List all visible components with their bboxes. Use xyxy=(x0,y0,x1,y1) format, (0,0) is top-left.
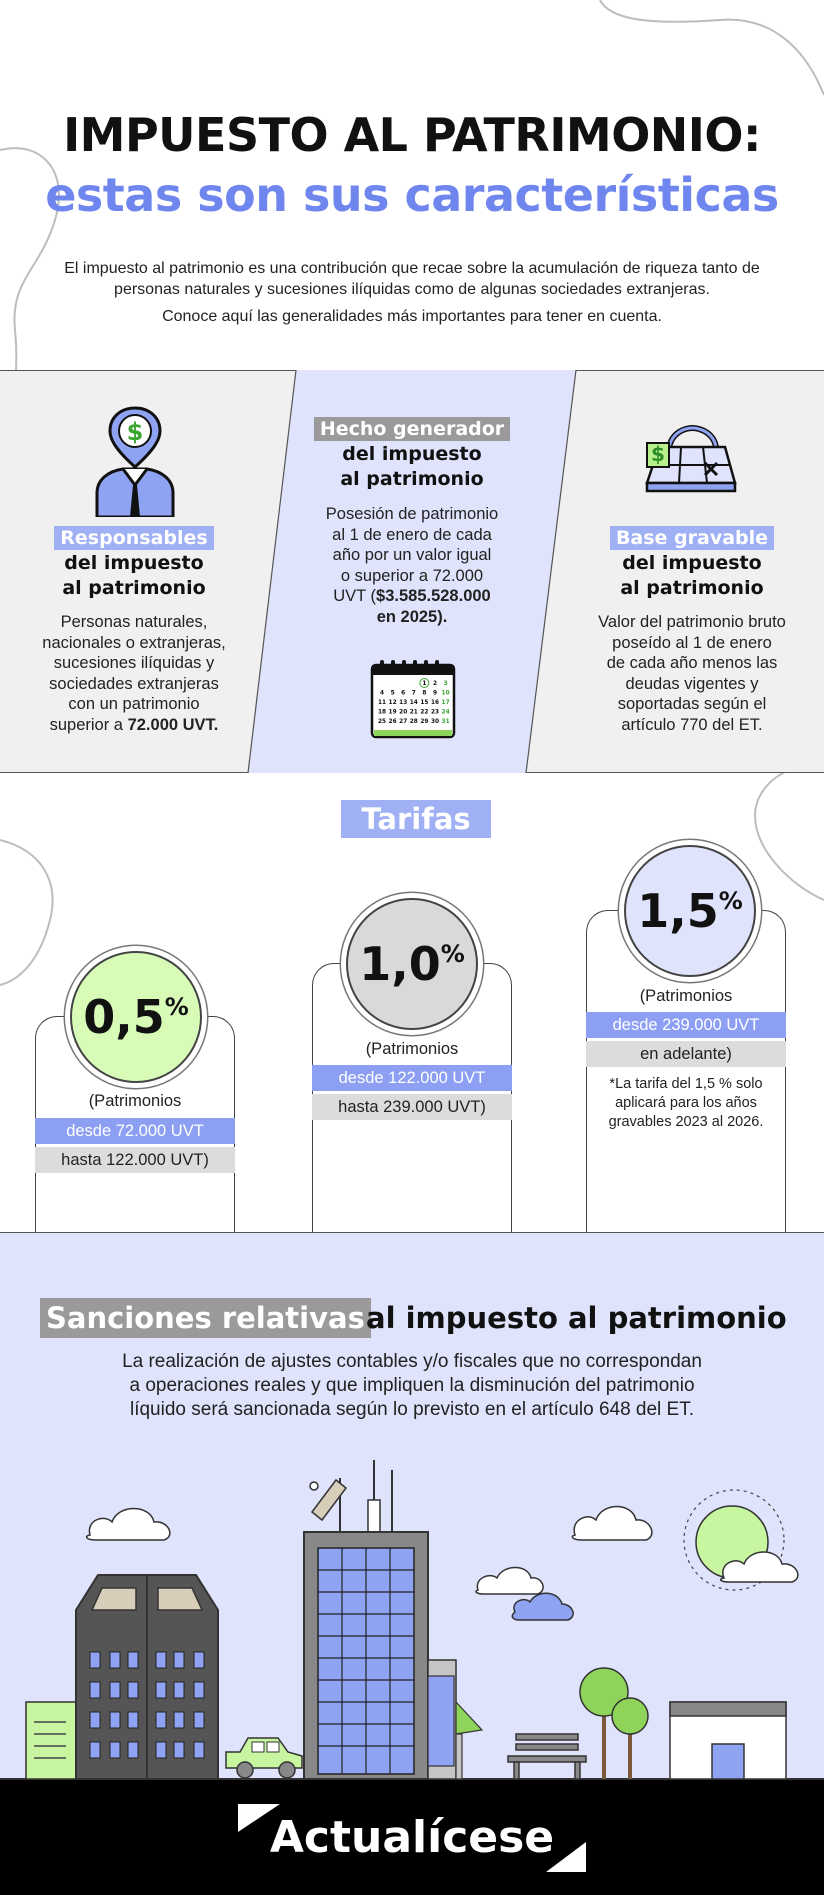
calendar-day: 4 xyxy=(380,691,384,697)
calendar-day: 26 xyxy=(389,719,397,725)
tarifa-2-line3: hasta 239.000 UVT) xyxy=(312,1094,512,1120)
page-title: IMPUESTO AL PATRIMONIO: xyxy=(63,108,761,162)
svg-text:$: $ xyxy=(651,442,665,466)
tarifa-rate-3: 1,5% xyxy=(624,845,756,977)
calendar-day: 9 xyxy=(433,691,437,697)
calendar-day: 24 xyxy=(442,710,450,716)
hecho-generador-body: Posesión de patrimonio al 1 de enero de … xyxy=(325,505,499,626)
person-dollar-icon: $ xyxy=(95,406,175,517)
calendar-day: 18 xyxy=(378,710,386,716)
calendar-day: 13 xyxy=(399,700,407,706)
calendar-day: 16 xyxy=(431,700,439,706)
tarifa-3-note: *La tarifa del 1,5 % solo aplicará para … xyxy=(608,1076,764,1130)
calendar-day: 12 xyxy=(389,700,397,706)
base-gravable-subtitle: del impuesto al patrimonio xyxy=(620,552,764,599)
calendar-day: 22 xyxy=(420,710,428,716)
base-gravable-body: Valor del patrimonio bruto poseído al 1 … xyxy=(598,613,786,734)
calendar-day: 23 xyxy=(431,710,439,716)
page-subtitle: estas son sus características xyxy=(45,168,779,222)
logo-mark-icon xyxy=(238,1804,586,1872)
base-gravable-tag: Base gravable xyxy=(609,526,775,550)
sanciones-body: La realización de ajustes contables y/o … xyxy=(122,1351,702,1420)
svg-text:$: $ xyxy=(127,418,144,446)
responsables-subtitle: del impuesto al patrimonio xyxy=(62,552,206,599)
footer xyxy=(0,1780,824,1895)
tarifa-3-line3: en adelante) xyxy=(586,1041,786,1067)
tarifas-title: Tarifas xyxy=(341,800,491,838)
tarifa-1-line2: desde 72.000 UVT xyxy=(35,1118,235,1144)
calendar-day: 28 xyxy=(410,719,418,725)
calendar-day: 8 xyxy=(422,691,426,697)
calendar-day: 20 xyxy=(399,710,407,716)
calendar-day: 10 xyxy=(442,691,450,697)
calendar-day: 6 xyxy=(401,691,405,697)
sanciones-title: al impuesto al patrimonio xyxy=(366,1301,787,1335)
hecho-generador-subtitle: del impuesto al patrimonio xyxy=(340,443,484,490)
calendar-day: 19 xyxy=(389,710,397,716)
calendar-day: 3 xyxy=(444,681,448,687)
hecho-generador-tag: Hecho generador xyxy=(313,417,511,441)
center-panel-shape xyxy=(247,370,577,773)
tarifa-3-line2: desde 239.000 UVT xyxy=(586,1012,786,1038)
intro-paragraph: El impuesto al patrimonio es una contrib… xyxy=(64,260,760,298)
responsables-body: Personas naturales, nacionales o extranj… xyxy=(42,613,226,734)
tarifa-3-line1: (Patrimonios xyxy=(639,987,733,1005)
calendar-day: 7 xyxy=(412,691,416,697)
tarifa-rate-1: 0,5% xyxy=(70,951,202,1083)
sanciones-tag: Sanciones relativas xyxy=(40,1298,371,1338)
tarifa-2-line2: desde 122.000 UVT xyxy=(312,1065,512,1091)
intro-note: Conoce aquí las generalidades más import… xyxy=(162,308,662,325)
responsables-tag: Responsables xyxy=(54,526,214,550)
calendar-day: 1 xyxy=(422,681,426,687)
tarifa-rate-2: 1,0% xyxy=(346,898,478,1030)
calendar-day: 25 xyxy=(378,719,386,725)
calendar-day: 11 xyxy=(378,700,386,706)
calendar-day: 21 xyxy=(410,710,418,716)
calendar-day: 27 xyxy=(399,719,407,725)
tarifa-1-line3: hasta 122.000 UVT) xyxy=(35,1147,235,1173)
calendar-day: 14 xyxy=(410,700,418,706)
calendar-day: 2 xyxy=(433,681,437,687)
money-bag-icon: $ xyxy=(645,425,737,493)
cloud-icon xyxy=(85,1505,653,1595)
tarifa-1-line1: (Patrimonios xyxy=(88,1092,182,1110)
calendar-day: 29 xyxy=(420,719,428,725)
calendar-day: 17 xyxy=(442,700,450,706)
brand-logo: Actualícese xyxy=(269,1812,555,1863)
calendar-day: 15 xyxy=(420,700,428,706)
calendar-day: 30 xyxy=(431,719,439,725)
calendar-day: 5 xyxy=(391,691,395,697)
tarifa-2-line1: (Patrimonios xyxy=(365,1040,459,1058)
calendar-day: 31 xyxy=(442,719,450,725)
city-illustration xyxy=(0,1460,824,1780)
